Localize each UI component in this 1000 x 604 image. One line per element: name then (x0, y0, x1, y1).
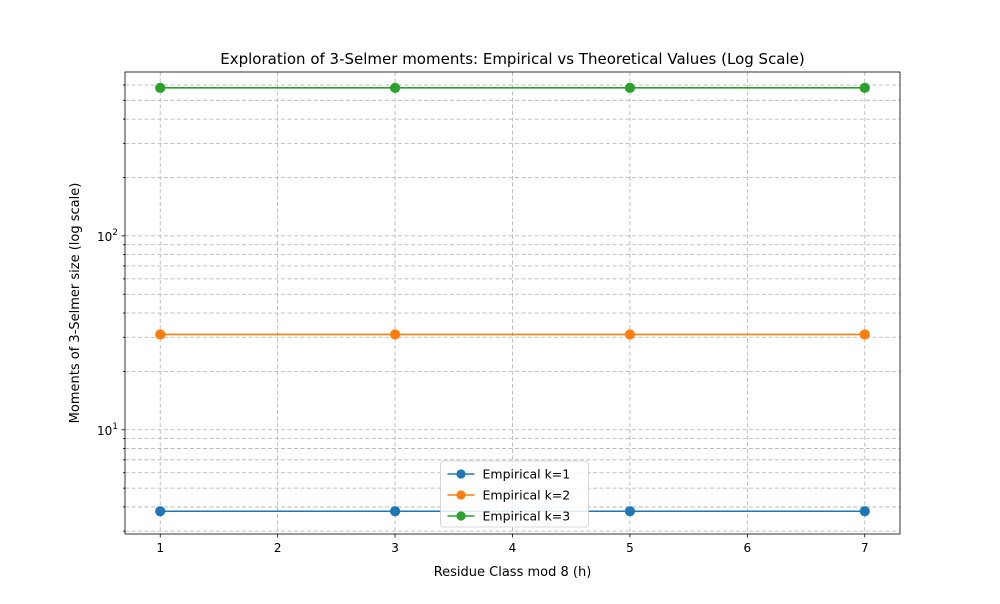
x-axis-label: Residue Class mod 8 (h) (434, 565, 592, 580)
data-point-k3 (389, 82, 401, 93)
x-tick-label: 1 (156, 541, 164, 555)
data-point-k3 (624, 82, 636, 93)
data-point-k1 (859, 506, 870, 517)
x-tick-label: 2 (274, 541, 282, 555)
data-point-k1 (389, 506, 401, 517)
data-point-k1 (155, 506, 166, 517)
data-point-k3 (155, 82, 166, 93)
data-point-k2 (859, 329, 870, 340)
legend-marker (456, 469, 466, 479)
legend-box (440, 460, 589, 528)
x-tick-label: 6 (744, 541, 752, 555)
y-axis-label: Moments of 3-Selmer size (log scale) (68, 183, 83, 424)
data-point-k1 (624, 506, 636, 517)
grid-layer (125, 72, 900, 534)
legend-label: Empirical k=2 (483, 488, 571, 503)
y-tick-label: 102 (97, 228, 118, 244)
legend-marker (456, 490, 466, 500)
x-tick-label: 7 (861, 541, 869, 555)
series-layer (155, 82, 870, 517)
legend-marker (456, 511, 466, 521)
data-point-k2 (624, 329, 636, 340)
data-point-k2 (155, 329, 166, 340)
legend-label: Empirical k=3 (483, 509, 571, 524)
legend: Empirical k=1 Empirical k=2 Empirical k=3 (440, 460, 589, 528)
x-tick-label: 3 (391, 541, 399, 555)
legend-label: Empirical k=1 (483, 467, 571, 482)
data-point-k2 (389, 329, 401, 340)
chart-title: Exploration of 3-Selmer moments: Empiric… (220, 50, 805, 68)
axis-layer: 1 2 3 4 5 6 7 101 102 (97, 84, 869, 555)
x-tick-label: 5 (626, 541, 634, 555)
y-tick-label: 101 (97, 422, 118, 438)
x-tick-label: 4 (509, 541, 517, 555)
data-point-k3 (859, 82, 870, 93)
